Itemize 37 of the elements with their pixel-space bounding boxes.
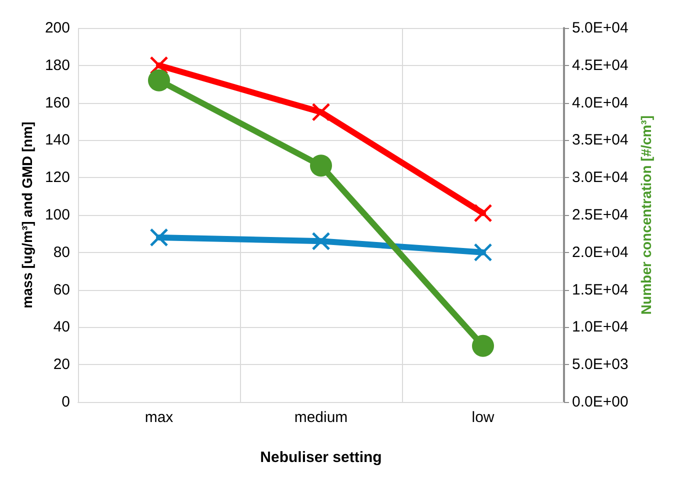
point	[150, 56, 168, 75]
y2-tick-label: 4.5E+04	[572, 56, 628, 74]
y-tick-label: 160	[44, 94, 70, 112]
x-axis-title: Nebuliser setting	[260, 449, 382, 466]
x-tick-label: max	[144, 409, 174, 426]
y-tick-label: 40	[53, 318, 70, 336]
point	[312, 102, 330, 122]
y2-axis-title: Number concentration [#/cm³]	[638, 115, 654, 315]
y-tick-label: 200	[44, 20, 70, 36]
y2-tick-label: 2.5E+04	[572, 206, 628, 224]
y2-tick-label: 1.0E+04	[572, 318, 628, 336]
y2-tick-label: 1.5E+04	[572, 281, 628, 298]
y-tick-label: 80	[53, 244, 70, 261]
y-tick-label: 0	[62, 394, 70, 410]
point	[310, 154, 332, 177]
point	[312, 232, 330, 250]
point	[474, 243, 492, 262]
y-tick-label: 20	[53, 356, 70, 374]
point	[472, 334, 494, 357]
y2-tick-label: 5.0E+03	[572, 356, 628, 374]
y2-tick-label: 0.0E+00	[572, 394, 628, 410]
y-tick-label: 60	[53, 281, 70, 298]
y-tick-label: 100	[44, 206, 70, 224]
y-axis-title: mass [ug/m³] and GMD [nm]	[19, 122, 36, 308]
y2-tick-label: 3.0E+04	[572, 169, 628, 186]
y-tick-label: 140	[44, 132, 70, 149]
y2-tick-label: 5.0E+04	[572, 20, 628, 36]
y2-tick-label: 2.0E+04	[572, 244, 628, 261]
point	[148, 69, 170, 92]
x-tick-label: low	[472, 409, 494, 426]
y2-tick-label: 4.0E+04	[572, 94, 628, 112]
point	[474, 204, 492, 222]
y-tick-label: 120	[44, 169, 70, 186]
y-tick-label: 180	[44, 56, 70, 74]
y2-tick-label: 3.5E+04	[572, 132, 628, 149]
point	[150, 228, 168, 247]
x-tick-label: medium	[294, 409, 348, 426]
